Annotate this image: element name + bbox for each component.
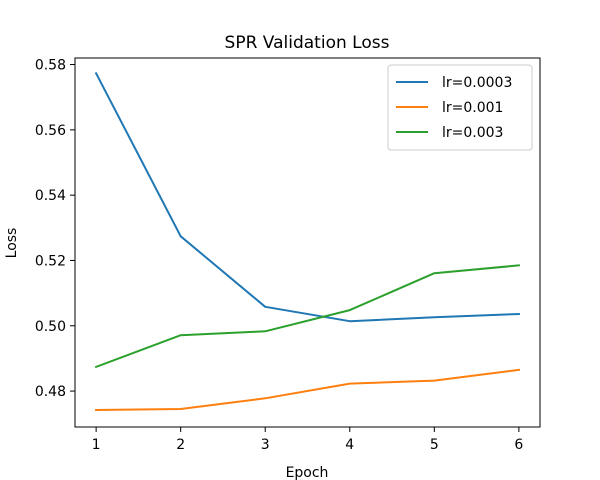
legend-label-2: lr=0.001	[442, 100, 503, 116]
y-tick-label: 0.48	[35, 384, 66, 400]
legend: lr=0.0003 lr=0.001 lr=0.003	[387, 64, 533, 151]
plot-area	[94, 71, 521, 412]
y-tick-label: 0.58	[35, 58, 66, 74]
series-line-2	[95, 368, 521, 412]
legend-label-3: lr=0.003	[442, 125, 503, 141]
x-tick-label: 5	[430, 437, 439, 453]
y-axis-label: Loss	[4, 228, 20, 259]
y-axis: 0.48 0.50 0.52 0.54 0.56 0.58	[35, 58, 75, 400]
series-line-1	[94, 71, 520, 323]
x-axis: 1 2 3 4 5 6	[92, 427, 523, 453]
y-tick-label: 0.56	[35, 123, 66, 139]
y-tick-label: 0.50	[35, 319, 66, 335]
axes-frame	[74, 57, 541, 428]
x-tick-label: 4	[345, 437, 354, 453]
x-tick-label: 1	[92, 437, 101, 453]
legend-label-1: lr=0.0003	[442, 75, 512, 91]
x-tick-label: 2	[176, 437, 185, 453]
y-tick-label: 0.52	[35, 253, 66, 269]
x-tick-label: 6	[514, 437, 523, 453]
series-line-3	[94, 264, 520, 369]
y-tick-label: 0.54	[35, 188, 66, 204]
x-tick-label: 3	[261, 437, 270, 453]
x-axis-label: Epoch	[286, 465, 329, 480]
legend-box	[387, 64, 533, 151]
chart-title: SPR Validation Loss	[225, 33, 390, 53]
